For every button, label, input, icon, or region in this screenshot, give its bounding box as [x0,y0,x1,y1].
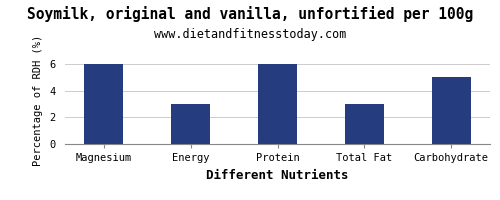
Text: www.dietandfitnesstoday.com: www.dietandfitnesstoday.com [154,28,346,41]
X-axis label: Different Nutrients: Different Nutrients [206,169,349,182]
Bar [258,64,297,144]
Y-axis label: Percentage of RDH (%): Percentage of RDH (%) [34,34,43,166]
Bar [432,77,470,144]
Bar [84,64,124,144]
Text: Soymilk, original and vanilla, unfortified per 100g: Soymilk, original and vanilla, unfortifi… [27,6,473,22]
Bar [171,104,210,144]
Bar [345,104,384,144]
